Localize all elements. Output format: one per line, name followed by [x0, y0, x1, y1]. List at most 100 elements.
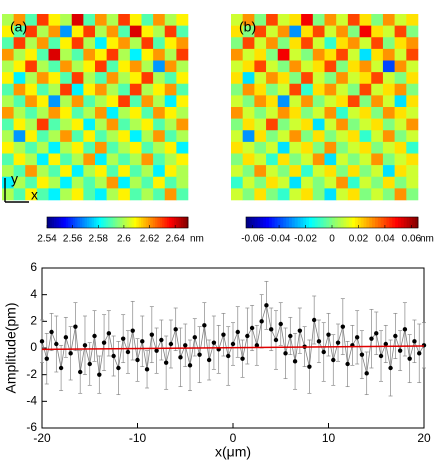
axis-indicator-y: y — [11, 171, 18, 187]
heatmap-cell — [129, 72, 142, 85]
heatmap-cell — [164, 83, 177, 96]
heatmap-cell — [141, 107, 154, 119]
heatmap-cell — [312, 165, 325, 178]
colorbar-segment — [317, 217, 321, 228]
heatmap-cell — [359, 165, 372, 178]
colorbar-segment — [363, 217, 367, 228]
heatmap-cell — [324, 188, 337, 201]
heatmap-cell — [60, 25, 73, 38]
colorbar-segment — [150, 217, 154, 228]
colorbar-segment — [271, 217, 276, 228]
colorbar-segment — [403, 217, 407, 228]
heatmap-cell — [164, 48, 177, 61]
colorbar-segment — [332, 217, 336, 228]
heatmap-cell — [382, 141, 395, 154]
heatmap-cell — [266, 107, 279, 119]
colorbar-segment — [357, 217, 362, 228]
heatmap-cell — [254, 72, 267, 85]
data-point — [245, 333, 250, 339]
colorbar-segment — [400, 217, 405, 228]
heatmap-cell — [254, 107, 267, 119]
fit-line — [41, 345, 425, 351]
data-point — [249, 325, 255, 331]
heatmap-cell — [347, 176, 360, 189]
heatmap-cell — [48, 14, 61, 26]
heatmap-cell — [118, 60, 131, 73]
heatmap-cell — [382, 72, 395, 85]
heatmap-cell — [301, 130, 314, 143]
colorbar-segment — [349, 217, 353, 228]
heatmap-cell — [71, 188, 84, 201]
x-axis-label: x(μm) — [215, 444, 251, 460]
heatmap-cell — [394, 48, 407, 61]
heatmap-cell — [301, 83, 314, 96]
heatmap-cell — [106, 60, 119, 73]
colorbar-segment — [395, 217, 399, 228]
heatmap-cell — [289, 72, 302, 85]
heatmap-cell — [129, 107, 142, 119]
heatmap-cell — [118, 130, 131, 143]
heatmap-cell — [289, 118, 302, 131]
heatmap-cell — [13, 83, 26, 96]
heatmap-cell — [141, 130, 154, 143]
heatmap-cell — [336, 118, 349, 131]
colorbar-segment — [309, 217, 313, 228]
heatmap-cell — [48, 72, 61, 85]
heatmap-cell — [359, 118, 372, 131]
heatmap-cell — [25, 107, 38, 119]
data-point — [78, 369, 83, 375]
heatmap-cell — [13, 153, 26, 166]
heatmap-cell — [13, 25, 26, 38]
heatmap-cell — [336, 188, 349, 201]
colorbar-segment — [389, 217, 393, 228]
x-tick-label: -20 — [33, 431, 51, 445]
heatmap-cell — [359, 153, 372, 166]
heatmap-cell — [289, 130, 302, 143]
panel-label: (b) — [239, 19, 256, 35]
heatmap-cell — [254, 188, 267, 201]
heatmap-cell — [324, 37, 337, 50]
data-point — [359, 352, 365, 357]
data-point — [63, 335, 69, 340]
heatmap-cell — [129, 130, 142, 143]
colorbar-segment — [171, 217, 175, 228]
data-point — [273, 337, 279, 343]
colorbar-segment — [180, 217, 184, 228]
heatmap-cell — [277, 165, 290, 178]
y-tick-label: -4 — [26, 394, 37, 408]
heatmap-cell — [48, 37, 61, 50]
heatmap-cell — [312, 176, 325, 189]
heatmap-cell — [164, 130, 177, 143]
colorbar-segment — [63, 217, 67, 228]
colorbar-segment — [126, 217, 130, 228]
heatmap-cell — [118, 107, 131, 119]
heatmap-cell — [36, 25, 49, 38]
heatmap-cell — [25, 176, 38, 189]
heatmap-cell — [141, 118, 154, 131]
heatmap-cell — [301, 48, 314, 61]
heatmap-cell — [176, 60, 189, 73]
heatmap-cell — [347, 60, 360, 73]
heatmap-cell — [347, 188, 360, 201]
heatmap-cell — [129, 83, 142, 96]
data-point — [297, 328, 303, 333]
heatmap-cell — [359, 141, 372, 154]
heatmap-cell — [106, 37, 119, 50]
heatmap-cell — [359, 37, 372, 50]
heatmap-cell — [60, 141, 73, 154]
heatmap-cell — [95, 130, 107, 143]
heatmap-cell — [176, 153, 189, 166]
colorbar-segment — [412, 217, 416, 228]
colorbar-segment — [145, 217, 149, 228]
colorbar-tick-label: 2.64 — [165, 234, 185, 245]
heatmap-cell — [129, 176, 142, 189]
heatmap-cell — [95, 72, 107, 85]
heatmap-cell — [25, 37, 38, 50]
heatmap-cell — [242, 107, 255, 119]
colorbar-segment — [54, 217, 57, 228]
heatmap-cell — [371, 130, 384, 143]
heatmap-cell — [359, 130, 372, 143]
heatmap-cell — [312, 83, 325, 96]
heatmap-cell — [406, 176, 419, 189]
data-point — [221, 332, 226, 337]
